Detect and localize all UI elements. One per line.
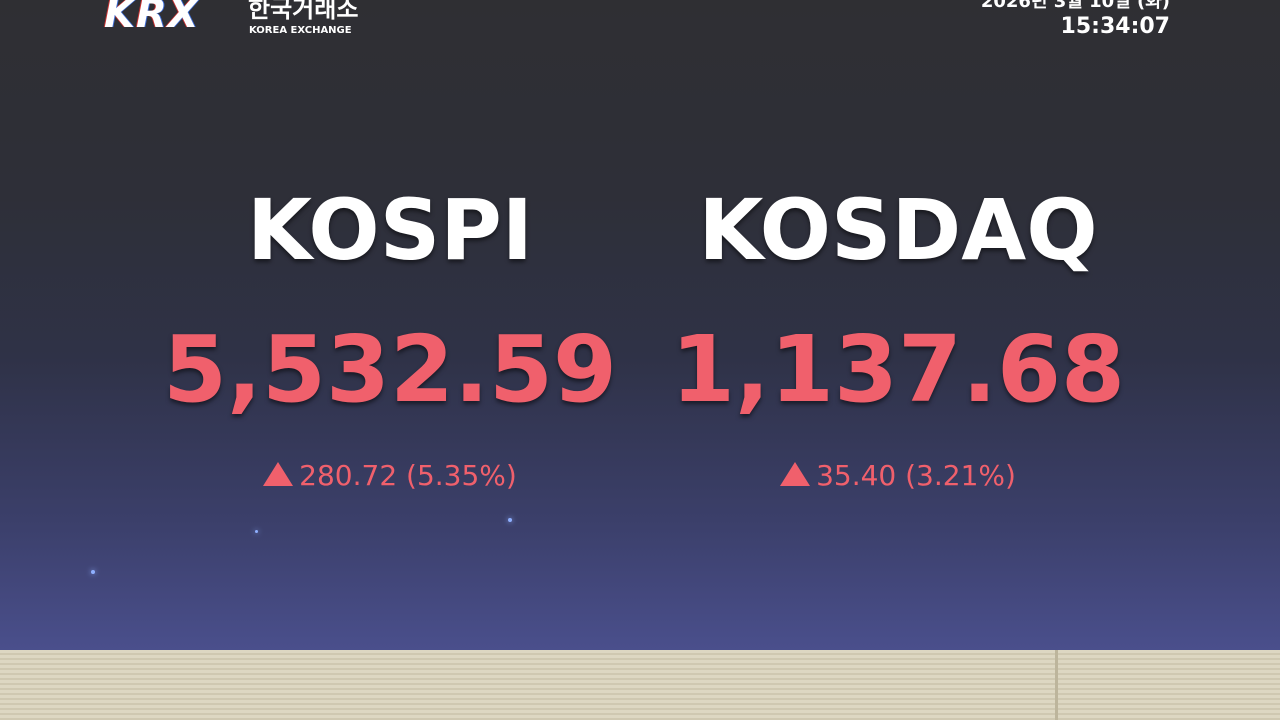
- wall-seam: [1055, 650, 1058, 720]
- up-triangle-icon: [780, 462, 811, 486]
- kospi-change: 280.72 (5.35%): [140, 458, 640, 494]
- display-screen: KRX 한국거래소 KOREA EXCHANGE 2026년 3월 10일 (화…: [0, 0, 1280, 650]
- star-sparkle: [508, 518, 512, 522]
- kospi-label: KOSPI: [246, 181, 534, 279]
- kospi-value: 5,532.59: [163, 316, 617, 423]
- wall-panel: [0, 650, 1280, 720]
- up-triangle-icon: [263, 462, 294, 486]
- star-sparkle: [255, 530, 258, 533]
- kosdaq-label: KOSDAQ: [698, 181, 1098, 279]
- logo-english: KOREA EXCHANGE: [249, 25, 352, 36]
- date: 2026년 3월 10일 (화): [980, 0, 1170, 12]
- star-sparkle: [91, 570, 95, 574]
- kosdaq-change: 35.40 (3.21%): [648, 458, 1148, 494]
- krx-logo: KRX: [104, 0, 200, 37]
- kosdaq-value: 1,137.68: [671, 316, 1125, 423]
- kosdaq-change-text: 35.40 (3.21%): [816, 459, 1016, 492]
- logo-korean: 한국거래소: [248, 0, 359, 23]
- time: 15:34:07: [1060, 14, 1170, 39]
- kospi-change-text: 280.72 (5.35%): [299, 459, 517, 492]
